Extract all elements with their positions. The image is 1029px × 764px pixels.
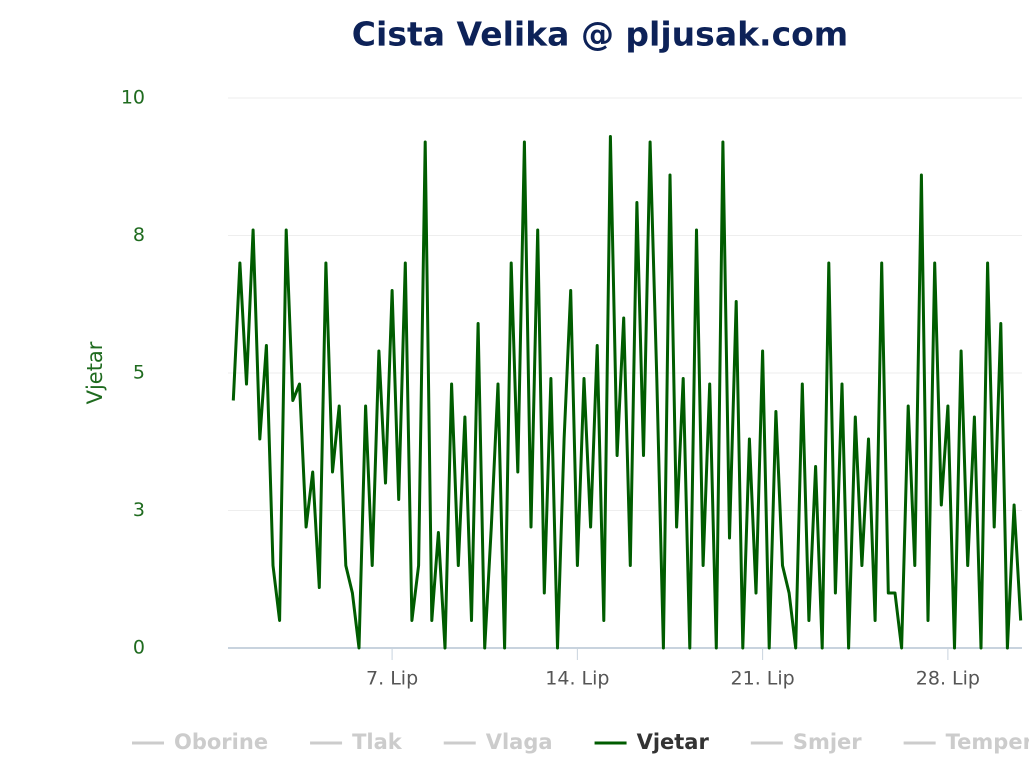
- x-tick-label: 28. Lip: [916, 668, 980, 690]
- legend-entry[interactable]: Tlak: [352, 730, 403, 754]
- y-tick-label: 3: [133, 499, 145, 521]
- chart-title: Cista Velika @ pljusak.com: [352, 15, 848, 54]
- legend-entry[interactable]: Vlaga: [486, 730, 553, 754]
- legend-entry[interactable]: Temperatura: [946, 730, 1029, 754]
- y-tick-label: 0: [133, 637, 145, 659]
- legend-entry[interactable]: Oborine: [174, 730, 268, 754]
- y-tick-label: 5: [133, 362, 145, 384]
- x-tick-label: 21. Lip: [731, 668, 795, 690]
- y-axis-title: Vjetar: [83, 341, 107, 404]
- y-tick-label: 8: [133, 224, 145, 246]
- x-tick-label: 14. Lip: [545, 668, 609, 690]
- line-series: [231, 135, 1023, 650]
- y-tick-label: 10: [121, 87, 145, 109]
- legend-entry[interactable]: Vjetar: [637, 730, 710, 754]
- x-tick-label: 7. Lip: [366, 668, 418, 690]
- legend-entry[interactable]: Smjer: [793, 730, 862, 754]
